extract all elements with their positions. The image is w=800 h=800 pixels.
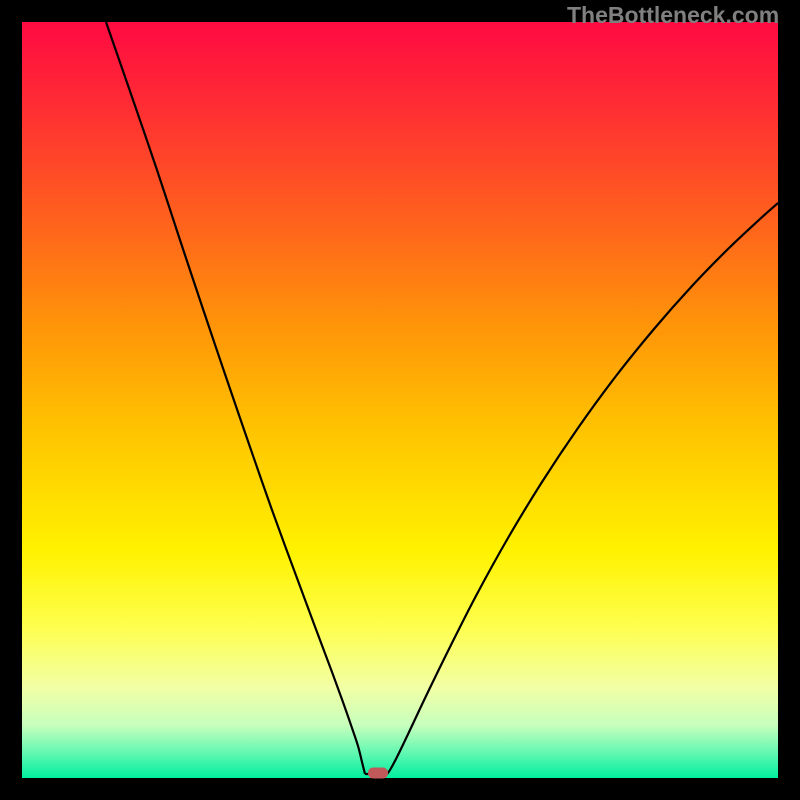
bottleneck-chart [0,0,800,800]
optimal-marker [368,768,388,779]
gradient-background [22,22,778,778]
watermark-text: TheBottleneck.com [567,2,779,29]
